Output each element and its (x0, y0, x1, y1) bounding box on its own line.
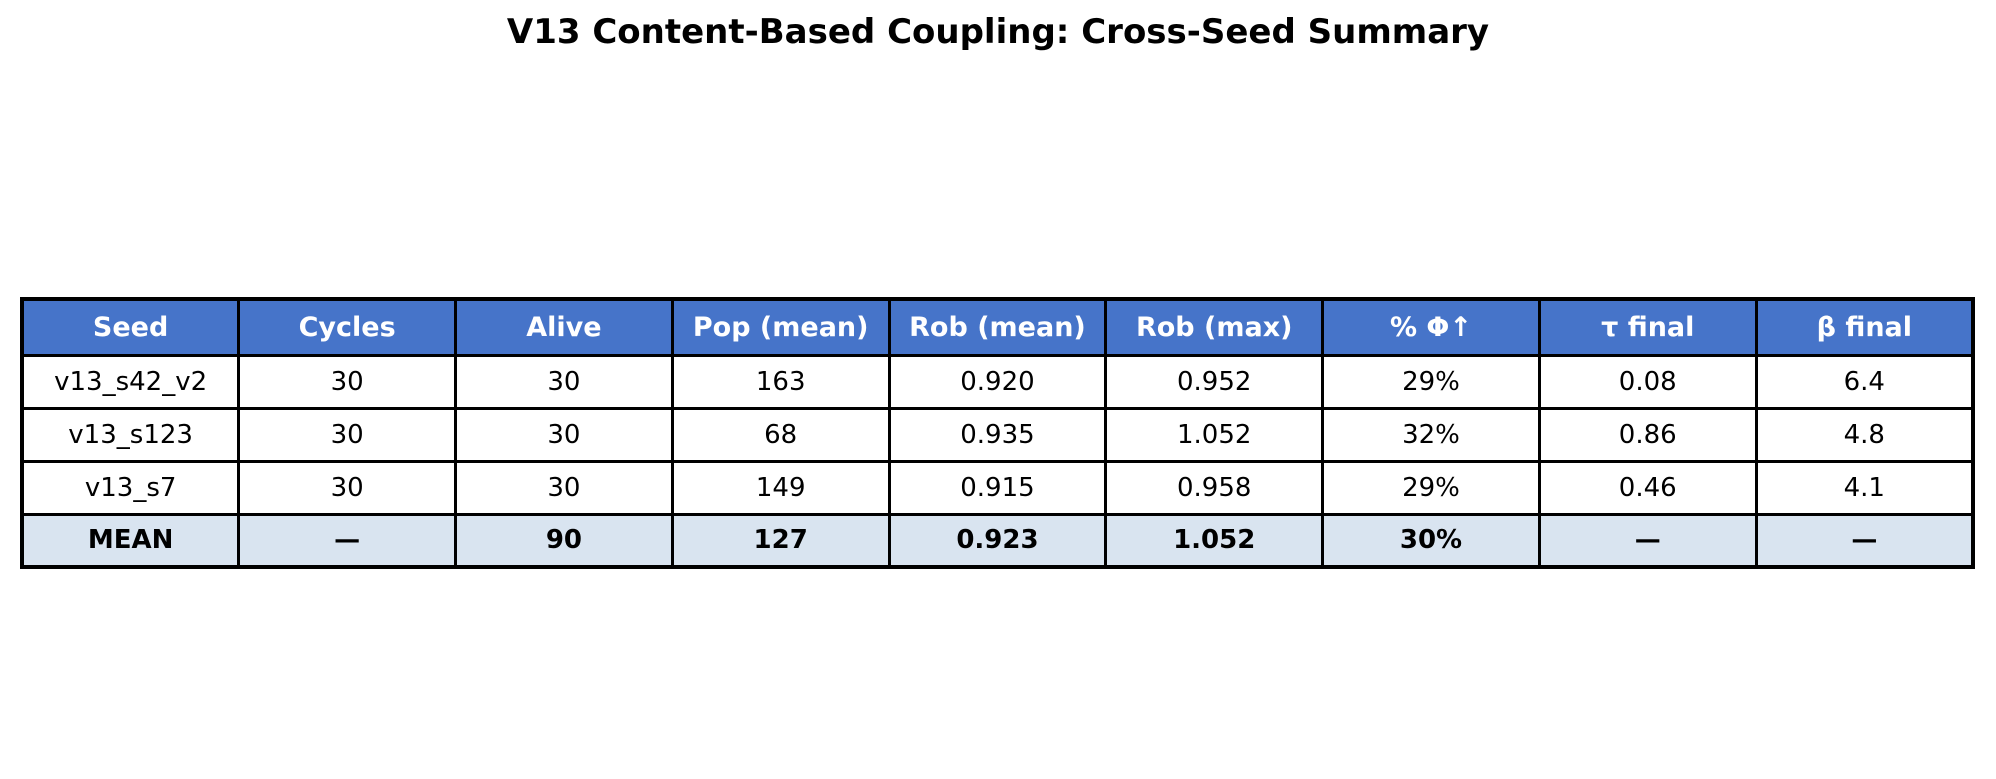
column-header-rob-max: Rob (max) (1104, 297, 1325, 357)
column-header-final: β final (1754, 297, 1975, 357)
table-header-row: Seed Cycles Alive Pop (mean) Rob (mean) Rob (… (20, 297, 1975, 357)
table-cell: 149 (670, 459, 891, 516)
mean-cell: — (1754, 512, 1975, 569)
table-cell: 0.958 (1104, 459, 1325, 516)
table-cell: 30 (454, 459, 674, 516)
table-row-v13-s42-v2: v13_s42_v2 30 30 163 0.920 0.952 29% 0.08 6.4 (20, 353, 1975, 410)
table-header: Seed Cycles Alive Pop (mean) Rob (mean) Rob (… (20, 297, 1975, 357)
table-cell: 0.86 (1537, 406, 1758, 463)
table-cell: 30 (237, 353, 458, 410)
cross-seed-summary-table: Seed Cycles Alive Pop (mean) Rob (mean) Rob (… (20, 297, 1975, 569)
column-header-alive: Alive (454, 297, 674, 357)
table-cell: 1.052 (1104, 406, 1325, 463)
table-cell: v13_s42_v2 (20, 353, 241, 410)
mean-cell: 1.052 (1104, 512, 1325, 569)
mean-cell: MEAN (20, 512, 241, 569)
table-cell: 0.46 (1537, 459, 1758, 516)
table-cell: 30 (454, 406, 674, 463)
table-cell: 68 (670, 406, 891, 463)
table-cell: 29% (1321, 459, 1541, 516)
mean-cell: — (1537, 512, 1758, 569)
table-cell: 0.920 (887, 353, 1108, 410)
table-body: v13_s42_v2 30 30 163 0.920 0.952 29% 0.08 6.4 v13… (20, 353, 1975, 569)
column-header-seed: Seed (20, 297, 241, 357)
table-cell: 29% (1321, 353, 1541, 410)
table-cell: 4.8 (1754, 406, 1975, 463)
table-cell: 30 (237, 459, 458, 516)
mean-cell: 127 (670, 512, 891, 569)
table-cell: 163 (670, 353, 891, 410)
page-title: V13 Content-Based Coupling: Cross-Seed S… (506, 12, 1490, 52)
column-header-final: τ final (1537, 297, 1758, 357)
mean-cell: 0.923 (887, 512, 1108, 569)
column-header-pop-mean: Pop (mean) (670, 297, 891, 357)
table-cell: v13_s7 (20, 459, 241, 516)
table-cell: 4.1 (1754, 459, 1975, 516)
mean-cell: 90 (454, 512, 674, 569)
column-header-cycles: Cycles (237, 297, 458, 357)
mean-row: MEAN —90 127 0.923 1.052 30% — — (20, 512, 1975, 569)
table-cell: 0.08 (1537, 353, 1758, 410)
table-cell: 30 (237, 406, 458, 463)
table-cell: 6.4 (1754, 353, 1975, 410)
table-cell: 32% (1321, 406, 1541, 463)
table-cell: v13_s123 (20, 406, 241, 463)
column-header-col: % Φ↑ (1321, 297, 1541, 357)
table-row-v13-s7: v13_s7 30 30 149 0.915 0.958 29% 0.46 4.1 (20, 459, 1975, 516)
mean-cell: — (237, 512, 458, 569)
column-header-rob-mean: Rob (mean) (887, 297, 1108, 357)
table-cell: 0.952 (1104, 353, 1325, 410)
table-row-v13-s123: v13_s123 30 30 68 0.935 1.052 32% 0.86 4.8 (20, 406, 1975, 463)
table-cell: 0.915 (887, 459, 1108, 516)
mean-cell: 30% (1321, 512, 1541, 569)
summary-table-container: Seed Cycles Alive Pop (mean) Rob (mean) Rob (… (20, 297, 1975, 569)
table-cell: 0.935 (887, 406, 1108, 463)
table-cell: 30 (454, 353, 674, 410)
